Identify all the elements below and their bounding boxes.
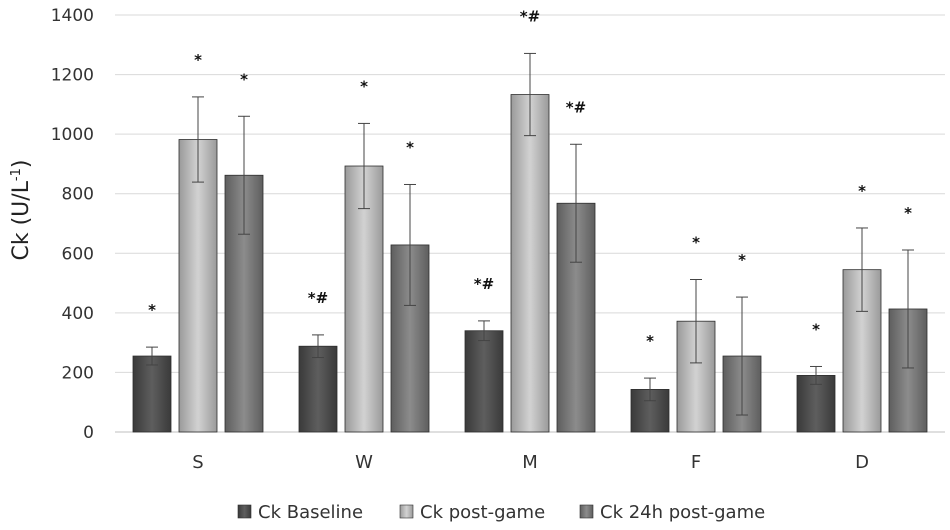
significance-marker: * [904, 204, 912, 222]
error-bar [478, 320, 490, 342]
legend: Ck Baseline Ck post-game Ck 24h post-game [237, 502, 765, 523]
error-bar [810, 365, 822, 385]
error-bar [690, 278, 702, 364]
significance-markers: * * * *# * * *# *# *# * * * * * * [148, 7, 912, 350]
significance-marker: * [360, 77, 368, 95]
error-bar [358, 122, 370, 210]
y-tick-label: 1200 [51, 66, 94, 86]
legend-label: Ck Baseline [258, 502, 363, 523]
y-tick-label: 1000 [51, 125, 94, 145]
significance-marker: * [858, 182, 866, 200]
legend-swatch [579, 504, 594, 519]
x-category-label: M [522, 452, 538, 473]
y-tick-label: 600 [62, 244, 94, 264]
legend-label: Ck 24h post-game [600, 502, 765, 523]
significance-marker: * [692, 233, 700, 251]
legend-label: Ck post-game [420, 502, 545, 523]
y-tick-label: 400 [62, 304, 94, 324]
legend-swatch [237, 504, 252, 519]
error-bar [856, 227, 868, 312]
y-tick-label: 1400 [51, 6, 94, 26]
x-category-label: W [355, 452, 373, 473]
y-tick-label: 0 [83, 423, 94, 443]
significance-marker: *# [308, 289, 328, 307]
significance-marker: *# [566, 98, 586, 116]
significance-marker: *# [520, 7, 540, 25]
error-bar [312, 334, 324, 359]
error-bar [238, 115, 250, 235]
error-bar [404, 183, 416, 306]
error-bar [736, 296, 748, 416]
x-category-label: F [691, 452, 701, 473]
significance-marker: * [240, 70, 248, 88]
significance-marker: * [406, 138, 414, 156]
significance-marker: * [738, 251, 746, 269]
x-category-label: S [192, 452, 203, 473]
bar-ck-post-game-w [344, 165, 384, 433]
legend-item: Ck Baseline [237, 502, 363, 523]
legend-item: Ck 24h post-game [579, 502, 765, 523]
error-bars [146, 52, 914, 416]
error-bar [644, 377, 656, 402]
significance-marker: * [148, 301, 156, 319]
bar-ck-baseline-s [132, 355, 172, 433]
y-tick-label: 200 [62, 363, 94, 383]
bar-ck-baseline-m [464, 330, 504, 433]
bar-ck-post-game-s [178, 139, 218, 433]
error-bar [902, 249, 914, 369]
y-axis-ticks: 0 200 400 600 800 1000 1200 1400 [51, 6, 94, 443]
bar-ck-baseline-w [298, 345, 338, 433]
significance-marker: * [812, 320, 820, 338]
significance-marker: * [194, 51, 202, 69]
bar-ck-post-game-m [510, 94, 550, 433]
error-bar [192, 96, 204, 183]
x-category-label: D [855, 452, 869, 473]
legend-swatch [399, 504, 414, 519]
legend-item: Ck post-game [399, 502, 545, 523]
error-bar [570, 143, 582, 263]
y-axis-label: Ck (U/L-1) [9, 159, 34, 260]
y-tick-label: 800 [62, 185, 94, 205]
error-bar [524, 52, 536, 137]
bars [132, 94, 928, 433]
error-bar [146, 346, 158, 366]
significance-marker: * [646, 332, 654, 350]
significance-marker: *# [474, 275, 494, 293]
